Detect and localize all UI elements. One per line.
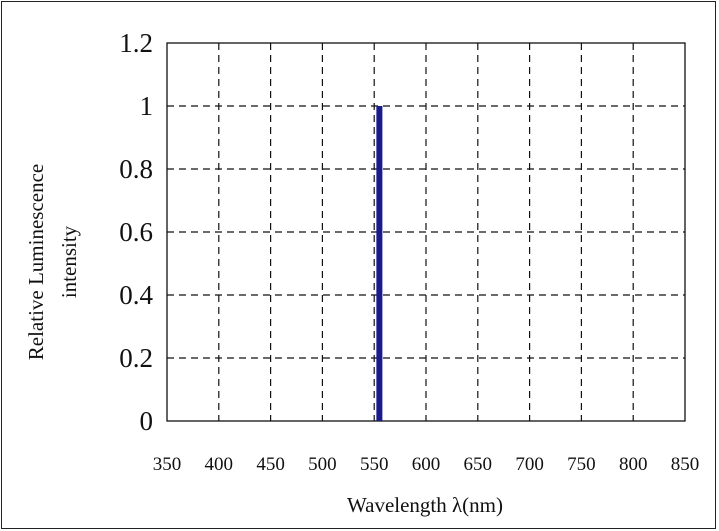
y-tick-label: 1.2 (119, 28, 153, 58)
x-tick-label: 400 (205, 454, 234, 475)
grid-lines (167, 43, 685, 421)
x-tick-label: 750 (567, 454, 596, 475)
y-tick-label: 0.6 (119, 217, 153, 247)
x-tick-label: 500 (308, 454, 337, 475)
x-tick-label: 800 (619, 454, 648, 475)
x-tick-label: 700 (515, 454, 544, 475)
x-tick-label: 650 (464, 454, 493, 475)
x-axis-label: Wavelength λ(nm) (347, 493, 503, 517)
y-axis-label-line1: Relative Luminescence (24, 164, 48, 361)
x-tick-label: 450 (256, 454, 285, 475)
x-tick-label: 350 (153, 454, 182, 475)
y-tick-label: 1 (140, 91, 154, 121)
x-axis-ticks: 350 400 450 500 550 600 650 700 750 800 850 (153, 454, 700, 475)
y-tick-label: 0.4 (119, 280, 153, 310)
x-tick-label: 850 (671, 454, 700, 475)
y-axis-ticks: 0 0.2 0.4 0.6 0.8 1 1.2 (119, 28, 153, 436)
y-tick-label: 0.8 (119, 154, 153, 184)
y-axis-label-line2: intensity (57, 225, 81, 298)
x-tick-label: 600 (412, 454, 441, 475)
y-tick-label: 0 (140, 406, 154, 436)
plot-area-border (166, 42, 686, 422)
y-tick-label: 0.2 (119, 343, 153, 373)
x-tick-label: 550 (360, 454, 389, 475)
